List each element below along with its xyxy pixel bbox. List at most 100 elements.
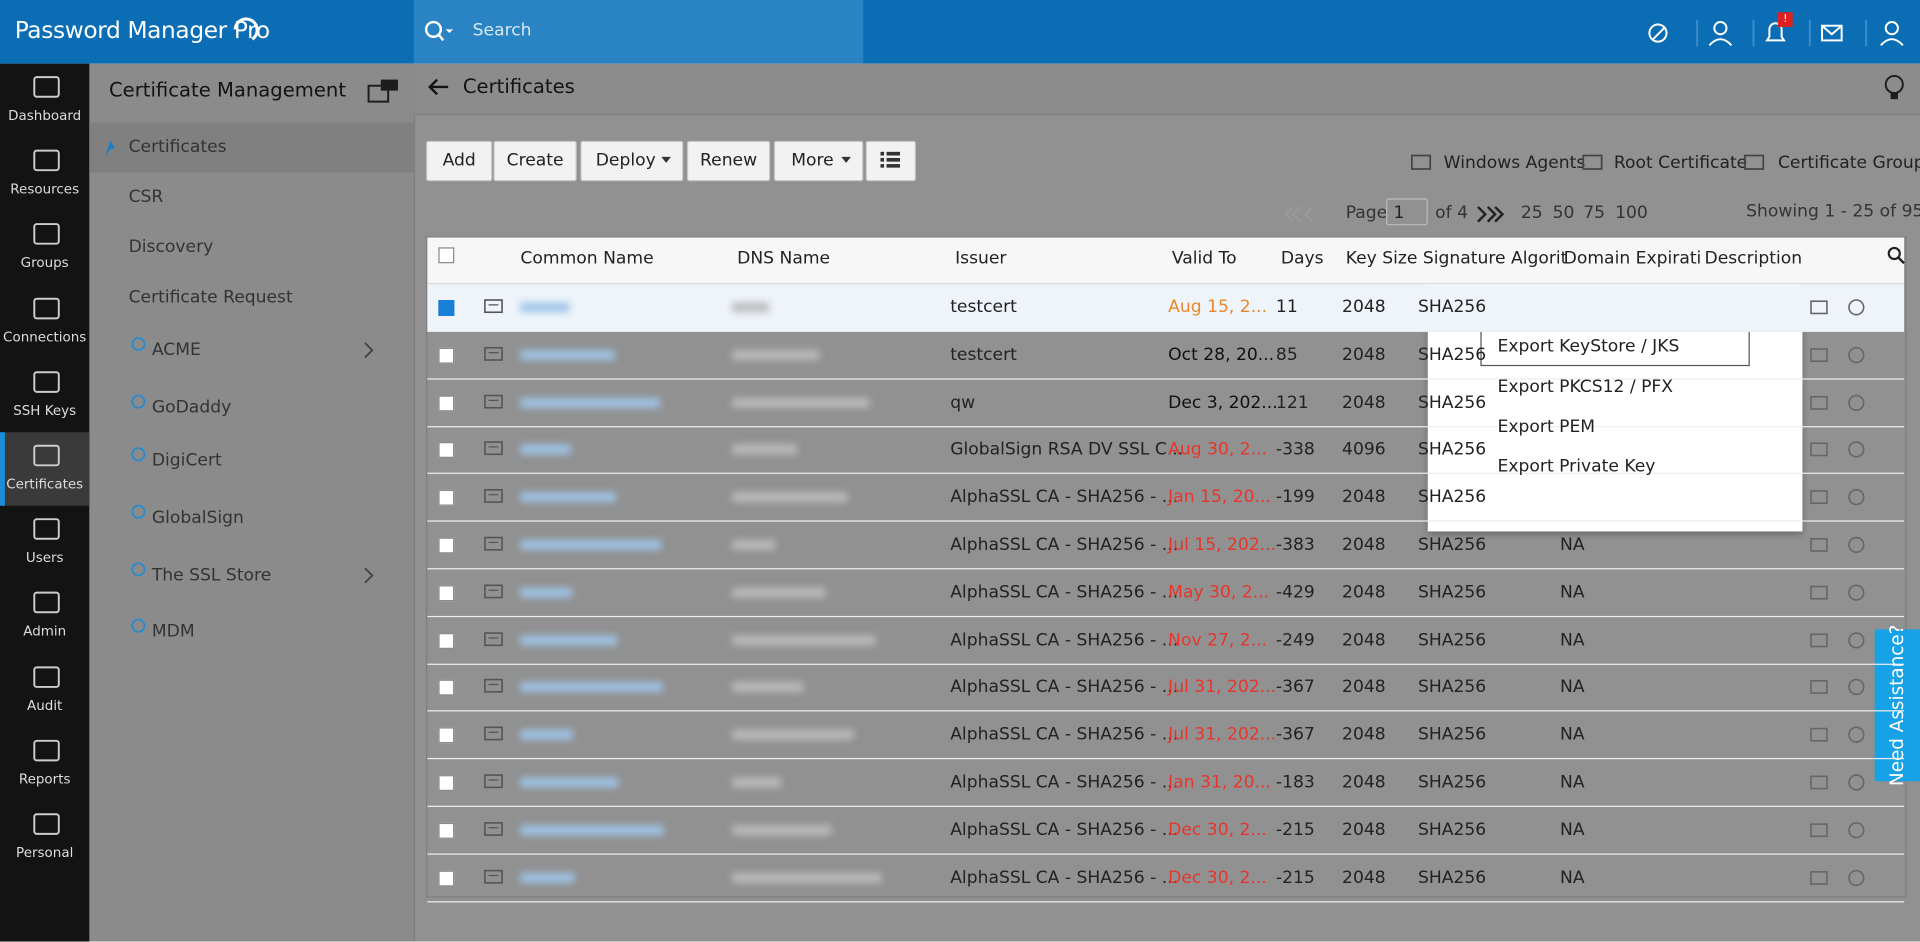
checkbox[interactable] — [438, 537, 455, 554]
row-action[interactable] — [1810, 868, 1830, 888]
nav-item[interactable]: Connections — [3, 328, 87, 345]
checkbox[interactable] — [438, 300, 455, 316]
checkbox[interactable] — [438, 585, 455, 601]
column-header[interactable]: DNS Name — [737, 248, 831, 269]
checkbox[interactable] — [438, 442, 455, 459]
row-action[interactable] — [1810, 298, 1830, 318]
checkbox[interactable] — [438, 870, 455, 887]
nav-active — [0, 432, 90, 506]
table-row — [427, 522, 1905, 570]
menu-item[interactable]: Export KeyStore / JKS — [1497, 336, 1680, 357]
column-header[interactable]: Days — [1280, 248, 1324, 269]
row-action[interactable] — [1847, 393, 1867, 413]
nav-item[interactable]: Audit — [27, 697, 63, 714]
row-action[interactable] — [1810, 773, 1830, 793]
row-action[interactable] — [1810, 440, 1830, 460]
back-arrow[interactable] — [426, 76, 450, 98]
nav-item[interactable]: Users — [25, 550, 64, 566]
column-header[interactable]: Signature Algorit — [1422, 248, 1568, 269]
column-header[interactable]: Common Name — [520, 248, 654, 269]
row-action[interactable] — [1810, 583, 1830, 603]
toolbar-link[interactable]: Certificate Group — [1777, 153, 1920, 173]
page-size[interactable]: 75 — [1583, 203, 1606, 223]
row-action[interactable] — [1810, 630, 1830, 650]
checkbox[interactable] — [438, 490, 455, 506]
sub-nav-item[interactable]: The SSL Store — [151, 565, 272, 586]
checkbox[interactable] — [438, 775, 455, 792]
nav-item[interactable]: Certificates — [6, 476, 84, 493]
sub-nav-item[interactable]: CSR — [128, 187, 164, 207]
cert-icon — [484, 774, 503, 789]
toolbar-button[interactable]: Add — [426, 140, 493, 182]
checkbox[interactable] — [438, 680, 455, 696]
menu-item[interactable]: Export PEM — [1497, 417, 1596, 437]
sub-nav-icon[interactable] — [367, 78, 399, 105]
row-action[interactable] — [1810, 393, 1830, 413]
column-header[interactable]: Domain Expirati — [1563, 248, 1702, 269]
row-action[interactable] — [1847, 773, 1867, 793]
sub-nav-item[interactable]: GlobalSign — [151, 508, 244, 528]
column-header[interactable]: Key Size — [1345, 248, 1418, 269]
sub-nav-item[interactable]: DigiCert — [151, 450, 222, 471]
row-action[interactable] — [1810, 345, 1830, 365]
page-size[interactable]: 50 — [1552, 203, 1575, 223]
page-input[interactable]: 1 — [1386, 198, 1428, 226]
toolbar-button[interactable]: Create — [493, 140, 577, 182]
row-action[interactable] — [1847, 725, 1867, 745]
issuer: AlphaSSL CA - SHA256 - ... — [950, 630, 1179, 650]
sub-nav-item[interactable]: ACME — [151, 340, 201, 361]
row-action[interactable] — [1847, 345, 1867, 365]
nav-item[interactable]: Groups — [20, 255, 69, 272]
column-header[interactable]: Description — [1704, 248, 1803, 269]
toolbar-button[interactable]: More — [773, 140, 864, 182]
row-action[interactable] — [1810, 535, 1830, 555]
row-action[interactable] — [1847, 535, 1867, 555]
row-action[interactable] — [1847, 678, 1867, 698]
page-size[interactable]: 100 — [1615, 203, 1648, 223]
page-size[interactable]: 25 — [1520, 203, 1543, 223]
row-action[interactable] — [1847, 298, 1867, 318]
row-action[interactable] — [1810, 820, 1830, 840]
toolbar-link[interactable]: Windows Agents — [1443, 153, 1586, 173]
sub-nav-item[interactable]: MDM — [151, 622, 195, 642]
row-action[interactable] — [1847, 583, 1867, 603]
checkbox[interactable] — [438, 822, 455, 839]
sub-nav-item[interactable]: Certificates — [128, 137, 227, 157]
nav-item[interactable]: Admin — [23, 623, 67, 640]
search-box[interactable] — [413, 0, 864, 64]
brand[interactable]: Password Manager Pro — [14, 17, 270, 45]
nav-item[interactable]: Reports — [18, 771, 71, 788]
checkbox[interactable] — [438, 395, 455, 411]
checkbox[interactable] — [438, 727, 455, 744]
sub-nav-item[interactable]: Certificate Request — [128, 287, 293, 308]
toolbar-link[interactable]: Root Certificate — [1613, 153, 1748, 173]
row-action[interactable] — [1810, 725, 1830, 745]
nav-item[interactable]: Resources — [10, 181, 80, 198]
column-header[interactable]: Issuer — [955, 248, 1007, 269]
checkbox[interactable] — [438, 347, 455, 364]
assistance-tab[interactable] — [1874, 629, 1920, 782]
row-action[interactable] — [1847, 488, 1867, 508]
table-search[interactable] — [1887, 246, 1907, 266]
row-action[interactable] — [1810, 678, 1830, 698]
valid-to: Aug 30, 2... — [1168, 440, 1268, 460]
menu-item[interactable]: Export Private Key — [1497, 457, 1656, 477]
tip-icon[interactable] — [1882, 73, 1906, 102]
toolbar-button[interactable]: Renew — [686, 140, 771, 182]
row-action[interactable] — [1847, 440, 1867, 460]
column-header[interactable]: Valid To — [1171, 248, 1237, 269]
nav-item[interactable]: Dashboard — [8, 107, 82, 124]
blurred-name — [520, 540, 662, 550]
row-action[interactable] — [1810, 488, 1830, 508]
row-action[interactable] — [1847, 630, 1867, 650]
row-action[interactable] — [1847, 868, 1867, 888]
sub-nav-item[interactable]: Discovery — [128, 237, 214, 258]
row-action[interactable] — [1847, 820, 1867, 840]
checkbox[interactable] — [438, 247, 455, 264]
sub-nav-item[interactable]: GoDaddy — [151, 397, 232, 418]
nav-item[interactable]: SSH Keys — [13, 402, 77, 419]
menu-item[interactable]: Export PKCS12 / PFX — [1497, 376, 1674, 397]
nav-item[interactable]: Personal — [16, 844, 74, 861]
issuer: AlphaSSL CA - SHA256 - ... — [950, 487, 1179, 508]
checkbox[interactable] — [438, 632, 455, 649]
